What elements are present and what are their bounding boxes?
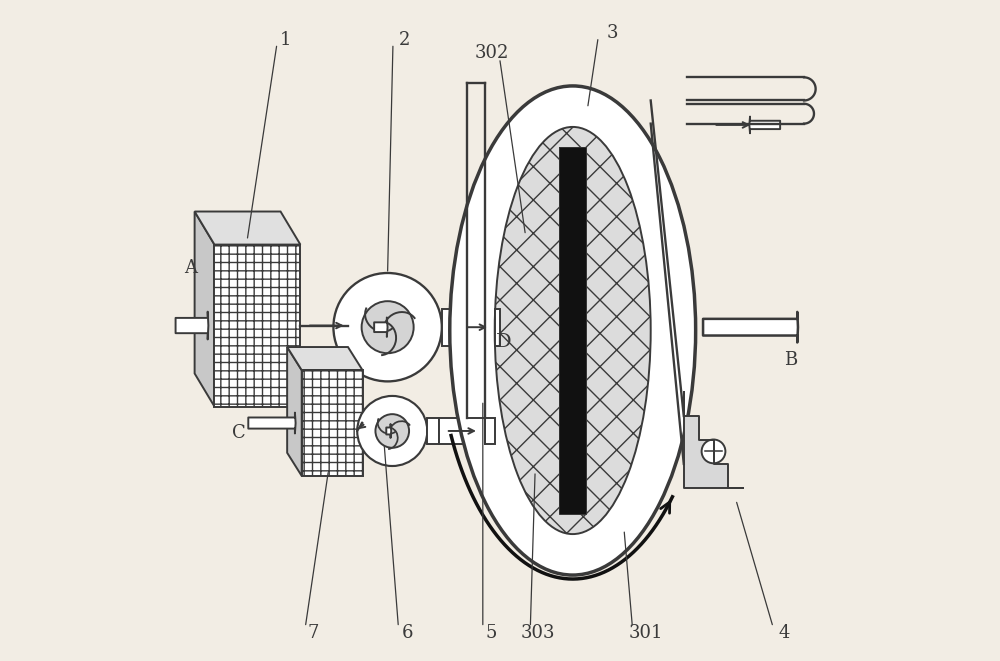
Bar [458,309,500,346]
Circle shape [357,396,427,466]
Bar [559,147,586,514]
Bar [485,418,495,444]
Ellipse shape [495,127,651,534]
Text: 7: 7 [308,624,319,642]
Bar [495,309,500,346]
Circle shape [333,273,442,381]
Text: C: C [232,424,246,442]
Text: 301: 301 [628,624,663,642]
Bar [427,418,439,444]
Text: 6: 6 [402,624,413,642]
Text: 3: 3 [607,24,618,42]
Polygon shape [684,392,743,488]
Circle shape [362,301,414,353]
Ellipse shape [450,86,696,575]
Polygon shape [287,347,363,370]
Text: 303: 303 [521,624,556,642]
Bar [442,309,458,346]
Bar [439,418,485,444]
Text: D: D [496,332,512,351]
FancyArrowPatch shape [703,312,798,342]
Text: 1: 1 [279,30,291,49]
Bar [559,147,586,514]
Text: 4: 4 [779,624,790,642]
Polygon shape [195,212,300,245]
FancyArrowPatch shape [374,317,388,337]
Bar [302,370,363,476]
Text: A: A [184,258,197,277]
Text: 302: 302 [474,44,509,62]
Polygon shape [195,212,214,407]
Polygon shape [287,347,302,476]
Bar [214,245,300,407]
FancyArrowPatch shape [749,116,780,134]
FancyArrowPatch shape [176,311,208,340]
Text: 5: 5 [486,624,497,642]
Text: 2: 2 [398,30,410,49]
FancyArrowPatch shape [386,424,391,438]
Text: B: B [784,351,797,369]
Circle shape [702,440,725,463]
Circle shape [375,414,409,447]
FancyArrowPatch shape [465,301,487,382]
FancyArrowPatch shape [248,412,296,434]
